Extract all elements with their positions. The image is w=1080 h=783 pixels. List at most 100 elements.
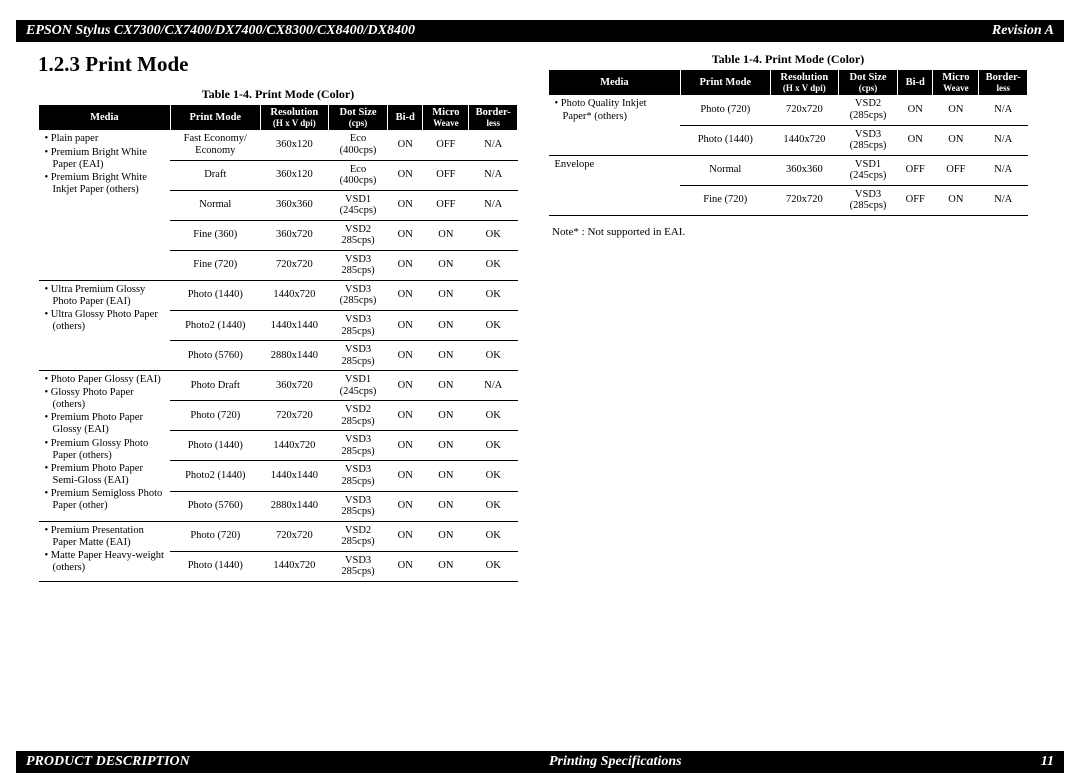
table-row: EnvelopeNormal360x360VSD1(245cps)OFFOFFN… [549,155,1028,185]
dot-size-cell: VSD3(285cps) [838,185,897,215]
dot-size-cell: VSD2285cps) [328,401,387,431]
dot-size-cell: VSD2(285cps) [838,95,897,125]
micro-weave-cell: ON [423,431,469,461]
media-cell: • Plain paper• Premium Bright White Pape… [39,130,171,280]
table-row: • Ultra Premium Glossy Photo Paper (EAI)… [39,280,518,310]
table-header: Media Print Mode Resolution(H x V dpi) D… [549,70,1028,95]
micro-weave-cell: ON [933,185,979,215]
th-media: Media [549,70,681,95]
note-text: Note* : Not supported in EAI. [552,226,1028,238]
resolution-cell: 1440x720 [260,551,328,581]
resolution-cell: 720x720 [260,401,328,431]
print-mode-cell: Photo (720) [680,95,770,125]
dot-size-cell: VSD1(245cps) [328,190,387,220]
th-bid: Bi-d [898,70,933,95]
th-micro-weave: MicroWeave [423,105,469,130]
micro-weave-cell: ON [423,341,469,371]
print-mode-cell: Photo2 (1440) [170,461,260,491]
table-header: Media Print Mode Resolution(H x V dpi) D… [39,105,518,130]
borderless-cell: N/A [979,95,1028,125]
dot-size-cell: VSD2285cps) [328,521,387,551]
borderless-cell: OK [469,551,518,581]
print-mode-cell: Photo (720) [170,521,260,551]
dot-size-cell: Eco(400cps) [328,130,387,160]
print-mode-cell: Fine (720) [170,250,260,280]
micro-weave-cell: ON [423,311,469,341]
bid-cell: OFF [898,155,933,185]
borderless-cell: OK [469,311,518,341]
print-mode-cell: Photo (5760) [170,341,260,371]
resolution-cell: 720x720 [260,521,328,551]
media-item: • Ultra Glossy Photo Paper (others) [45,309,167,333]
print-mode-cell: Photo2 (1440) [170,311,260,341]
dot-size-cell: VSD1(245cps) [328,371,387,401]
dot-size-cell: VSD1(245cps) [838,155,897,185]
print-mode-cell: Normal [170,190,260,220]
print-mode-cell: Photo (1440) [170,551,260,581]
bid-cell: ON [388,521,423,551]
resolution-cell: 720x720 [260,250,328,280]
micro-weave-cell: ON [423,401,469,431]
media-item: • Matte Paper Heavy-weight (others) [45,550,167,574]
borderless-cell: OK [469,491,518,521]
borderless-cell: N/A [979,155,1028,185]
borderless-cell: OK [469,250,518,280]
footer-center: Printing Specifications [549,754,682,770]
table-row: • Plain paper• Premium Bright White Pape… [39,130,518,160]
media-item: • Premium Photo Paper Semi-Gloss (EAI) [45,463,167,487]
micro-weave-cell: ON [423,521,469,551]
media-cell: • Premium Presentation Paper Matte (EAI)… [39,521,171,581]
dot-size-cell: VSD3285cps) [328,431,387,461]
header-left: EPSON Stylus CX7300/CX7400/DX7400/CX8300… [26,23,415,39]
dot-size-cell: VSD3285cps) [328,311,387,341]
print-mode-cell: Photo (1440) [170,280,260,310]
bid-cell: OFF [898,185,933,215]
dot-size-cell: VSD3(285cps) [328,280,387,310]
resolution-cell: 360x120 [260,130,328,160]
th-dot-size: Dot Size(cps) [328,105,387,130]
table-row: • Photo Paper Glossy (EAI)• Glossy Photo… [39,371,518,401]
dot-size-cell: VSD3285cps) [328,491,387,521]
print-mode-cell: Normal [680,155,770,185]
bid-cell: ON [388,461,423,491]
micro-weave-cell: OFF [423,130,469,160]
media-item: • Premium Photo Paper Glossy (EAI) [45,412,167,436]
micro-weave-cell: OFF [933,155,979,185]
print-mode-cell: Photo (1440) [680,125,770,155]
borderless-cell: OK [469,401,518,431]
bid-cell: ON [388,371,423,401]
print-mode-cell: Photo (1440) [170,431,260,461]
media-item: Envelope [555,159,677,171]
micro-weave-cell: ON [423,491,469,521]
micro-weave-cell: ON [933,125,979,155]
borderless-cell: OK [469,341,518,371]
borderless-cell: N/A [979,185,1028,215]
header-right: Revision A [992,23,1054,39]
micro-weave-cell: OFF [423,160,469,190]
th-media: Media [39,105,171,130]
resolution-cell: 360x720 [260,371,328,401]
bid-cell: ON [388,341,423,371]
footer-right: 11 [1041,754,1054,770]
table-caption-left: Table 1-4. Print Mode (Color) [38,87,518,102]
borderless-cell: OK [469,521,518,551]
print-mode-cell: Photo Draft [170,371,260,401]
media-cell: • Ultra Premium Glossy Photo Paper (EAI)… [39,280,171,370]
bid-cell: ON [388,280,423,310]
print-mode-cell: Photo (720) [170,401,260,431]
dot-size-cell: VSD3285cps) [328,551,387,581]
bid-cell: ON [388,491,423,521]
dot-size-cell: VSD2285cps) [328,220,387,250]
print-mode-cell: Photo (5760) [170,491,260,521]
th-borderless: Border-less [979,70,1028,95]
bid-cell: ON [388,401,423,431]
media-item: • Photo Quality Inkjet Paper* (others) [555,98,677,122]
media-item: • Premium Bright White Inkjet Paper (oth… [45,172,167,196]
media-item: • Plain paper [45,133,167,145]
resolution-cell: 720x720 [770,185,838,215]
bid-cell: ON [388,551,423,581]
bid-cell: ON [898,95,933,125]
th-dot-size: Dot Size(cps) [838,70,897,95]
micro-weave-cell: ON [423,551,469,581]
micro-weave-cell: ON [423,250,469,280]
